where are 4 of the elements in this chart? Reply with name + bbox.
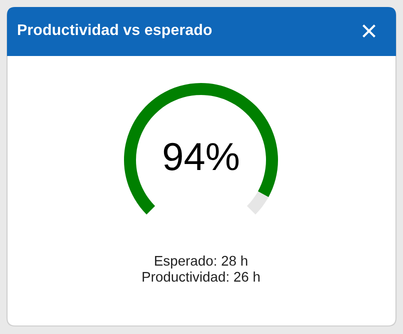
text: Esperado: 28 h bbox=[155, 256, 248, 268]
text: Productividad: 26 h bbox=[142, 272, 260, 282]
chart-title: Productividad vs esperado bbox=[18, 24, 212, 38]
data-label: 94% bbox=[164, 142, 239, 170]
